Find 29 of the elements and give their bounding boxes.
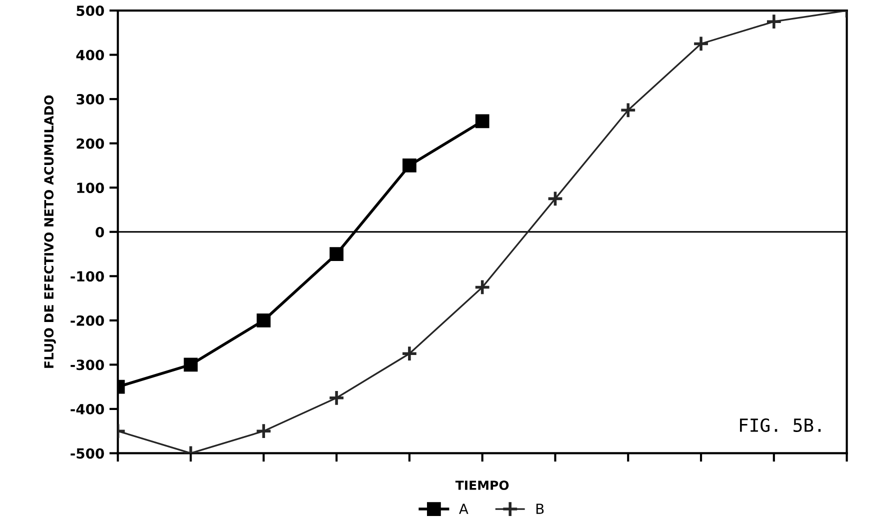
point <box>692 35 710 52</box>
y-tick-label: 300 <box>76 94 104 105</box>
y-axis-title: FLUJO DE EFECTIVO NETO ACUMULADO <box>44 95 56 368</box>
point <box>475 114 490 128</box>
point <box>255 422 272 440</box>
point <box>256 313 271 328</box>
y-tick-label: 200 <box>76 138 104 149</box>
y-tick-label: 0 <box>96 226 104 238</box>
point <box>474 278 491 296</box>
x-axis-title: TIEMPO <box>455 480 509 490</box>
point <box>184 358 198 372</box>
annotation: FIG. 5B. <box>740 418 821 432</box>
y-tick-label: 100 <box>77 182 104 194</box>
point <box>402 158 416 172</box>
point <box>401 345 418 362</box>
y-tick-label: -100 <box>70 271 104 282</box>
point <box>620 102 636 118</box>
legend-label: A <box>459 504 468 514</box>
point <box>546 190 564 208</box>
y-tick-label: 400 <box>76 50 104 60</box>
y-tick-label: -300 <box>70 360 104 370</box>
y-tick-label: -400 <box>70 404 104 414</box>
y-tick-label: -200 <box>70 315 104 326</box>
point <box>328 390 345 406</box>
point <box>766 13 782 30</box>
legend-label: B <box>536 504 544 514</box>
y-tick-label: 500 <box>76 6 104 16</box>
point <box>330 247 344 261</box>
y-tick-label: -500 <box>70 448 104 459</box>
